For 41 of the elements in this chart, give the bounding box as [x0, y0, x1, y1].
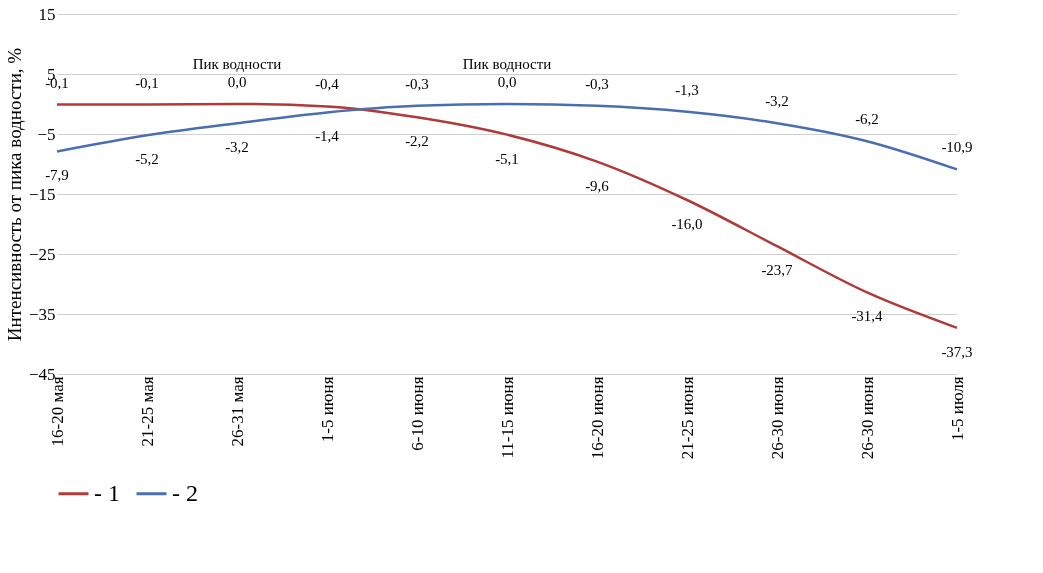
data-label: -16,0	[671, 216, 703, 232]
data-label: 0,0	[227, 74, 247, 90]
data-label: -5,1	[495, 150, 519, 167]
data-label: -37,3	[941, 343, 973, 360]
data-label: -0,3	[405, 75, 429, 92]
data-label: -3,2	[225, 139, 249, 156]
data-label: -7,9	[45, 167, 69, 184]
x-tick-label: 11-15 июня	[497, 376, 517, 459]
y-tick-label: 15	[38, 4, 56, 24]
legend-label: - 2	[172, 479, 198, 506]
x-tick-label: 1-5 июля	[947, 376, 967, 442]
data-label: -1,4	[315, 128, 340, 145]
data-label: -9,6	[585, 177, 610, 194]
x-tick-label: 26-30 июня	[767, 376, 787, 460]
annotation: Пик водности	[462, 56, 552, 72]
data-label: -2,2	[405, 133, 429, 150]
data-label: 0,0	[497, 74, 517, 90]
data-label: -3,2	[765, 93, 789, 110]
data-label: -5,2	[135, 151, 159, 168]
data-label: -0,4	[315, 76, 340, 93]
data-label: -0,1	[135, 74, 159, 91]
data-label: -6,2	[855, 111, 879, 128]
data-label: -31,4	[851, 308, 884, 325]
annotation: Пик водности	[192, 56, 282, 72]
data-label: -10,9	[941, 139, 973, 156]
x-tick-label: 1-5 июня	[317, 376, 337, 443]
y-axis-title: Интенсивность от пика водности, %	[3, 47, 25, 342]
x-tick-label: 21-25 июня	[677, 376, 697, 460]
data-label: -23,7	[761, 262, 794, 279]
x-tick-label: 6-10 июня	[407, 376, 427, 451]
x-tick-label: 26-30 июня	[857, 376, 877, 460]
y-tick-label: −5	[37, 124, 56, 144]
x-tick-label: 21-25 мая	[137, 376, 157, 447]
y-tick-label: −15	[28, 184, 56, 204]
x-tick-label: 16-20 июня	[587, 376, 607, 460]
legend-label: - 1	[94, 479, 120, 506]
x-tick-label: 26-31 мая	[227, 376, 247, 447]
data-label: -1,3	[675, 81, 699, 98]
data-label: -0,3	[585, 75, 609, 92]
y-tick-label: −25	[28, 244, 56, 264]
y-tick-label: −35	[28, 304, 56, 324]
